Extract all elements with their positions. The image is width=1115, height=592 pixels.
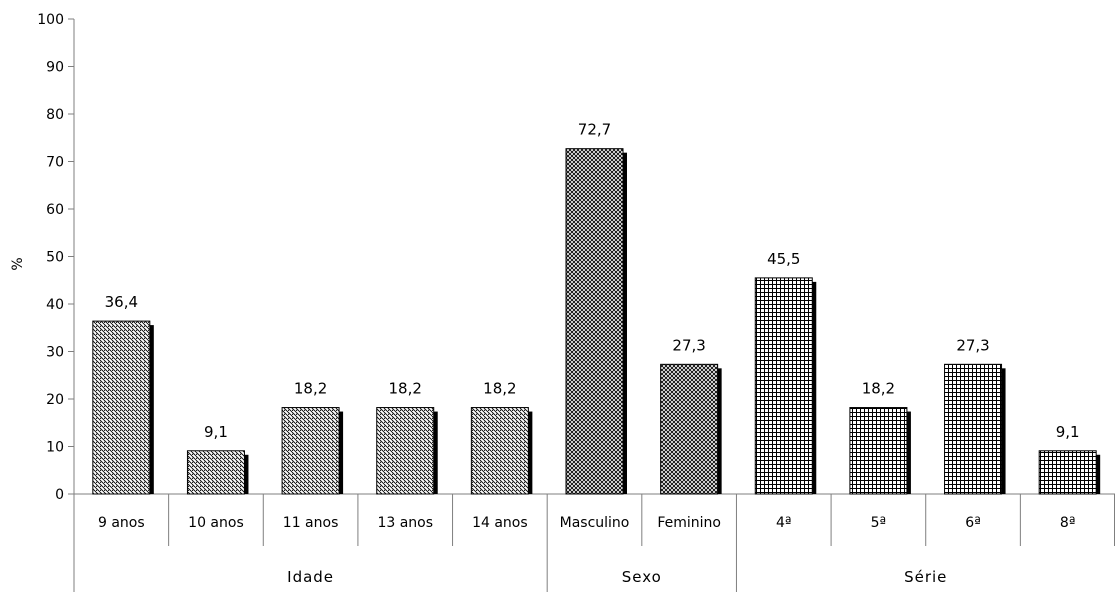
y-tick-label: 50 — [46, 250, 64, 266]
data-label: 18,2 — [294, 380, 327, 398]
bars — [92, 148, 1101, 495]
x-tick-label: 5ª — [871, 515, 887, 531]
y-axis-title: % — [10, 257, 26, 270]
x-tick-label: Masculino — [560, 515, 630, 531]
group-label: Idade — [287, 568, 334, 586]
bar — [376, 407, 435, 495]
bar — [92, 320, 151, 495]
x-tick-label: Feminino — [657, 515, 721, 531]
bar — [1038, 450, 1097, 495]
y-tick-label: 30 — [46, 345, 64, 361]
bar — [944, 363, 1003, 495]
data-label: 45,5 — [767, 250, 800, 268]
bar — [849, 407, 908, 495]
x-tick-label: 13 anos — [377, 515, 433, 531]
x-tick-label: 6ª — [965, 515, 981, 531]
y-tick-label: 100 — [37, 12, 64, 28]
x-tick-label: 14 anos — [472, 515, 528, 531]
data-label: 9,1 — [204, 423, 228, 441]
bar — [186, 450, 245, 495]
bar — [754, 277, 813, 495]
data-label: 72,7 — [578, 121, 611, 139]
data-label: 18,2 — [483, 380, 516, 398]
bar — [660, 363, 719, 495]
group-label: Série — [904, 568, 947, 586]
x-tick-label: 9 anos — [98, 515, 145, 531]
labels: 0 10 20 30 40 50 60 70 80 90 100% 36,4 9 anos 9,1 10 a… — [10, 12, 1080, 586]
bar — [281, 407, 340, 495]
y-tick-label: 80 — [46, 107, 64, 123]
bar — [565, 148, 624, 495]
y-tick-label: 90 — [46, 60, 64, 76]
y-tick-label: 20 — [46, 392, 64, 408]
data-label: 27,3 — [672, 336, 705, 354]
x-tick-label: 8ª — [1060, 515, 1076, 531]
x-tick-label: 4ª — [776, 515, 792, 531]
y-tick-label: 0 — [55, 487, 64, 503]
y-tick-label: 70 — [46, 155, 64, 171]
y-tick-label: 40 — [46, 297, 64, 313]
data-label: 27,3 — [956, 336, 989, 354]
data-label: 9,1 — [1056, 423, 1080, 441]
data-label: 18,2 — [862, 380, 895, 398]
data-label: 18,2 — [389, 380, 422, 398]
bar — [470, 407, 529, 495]
y-tick-label: 60 — [46, 202, 64, 218]
x-tick-label: 10 anos — [188, 515, 244, 531]
group-label: Sexo — [622, 568, 662, 586]
y-tick-label: 10 — [46, 440, 64, 456]
x-tick-label: 11 anos — [283, 515, 339, 531]
data-label: 36,4 — [105, 293, 138, 311]
